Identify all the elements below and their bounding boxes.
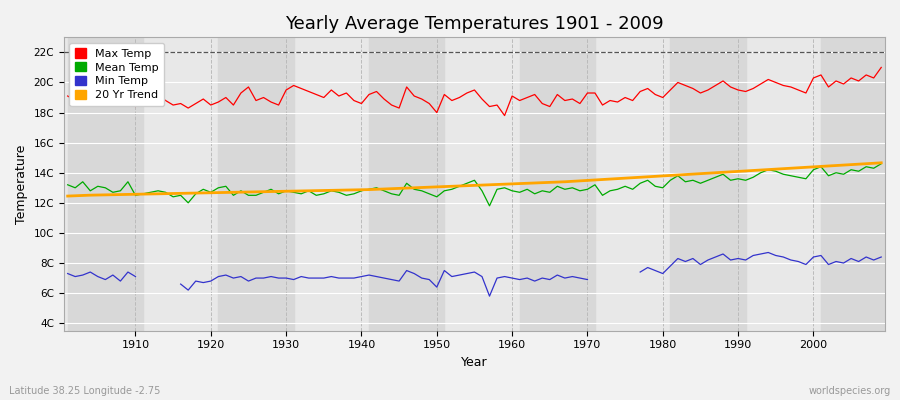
Bar (369, 37, 445, 331)
Legend: Max Temp, Mean Temp, Min Temp, 20 Yr Trend: Max Temp, Mean Temp, Min Temp, 20 Yr Tre… (69, 43, 164, 106)
Title: Yearly Average Temperatures 1901 - 2009: Yearly Average Temperatures 1901 - 2009 (285, 15, 664, 33)
Text: worldspecies.org: worldspecies.org (809, 386, 891, 396)
Bar (670, 37, 745, 331)
Bar (68, 37, 143, 331)
X-axis label: Year: Year (461, 356, 488, 369)
Bar (219, 37, 293, 331)
Y-axis label: Temperature: Temperature (15, 144, 28, 224)
Text: Latitude 38.25 Longitude -2.75: Latitude 38.25 Longitude -2.75 (9, 386, 160, 396)
Bar (519, 37, 595, 331)
Bar (821, 37, 896, 331)
